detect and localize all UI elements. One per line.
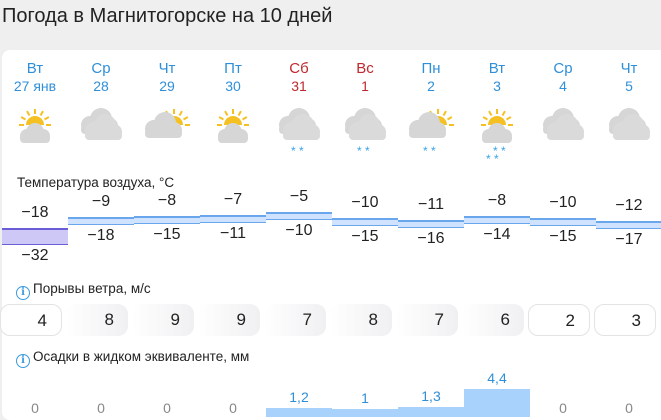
temperature-label: Температура воздуха, °C [17,175,175,190]
wind-gust: 4 [0,304,62,336]
temperature-band [2,228,68,245]
temp-max: −10 [549,194,577,212]
precip-bar [332,409,398,417]
precip-label-text: Осадки в жидком эквиваленте, мм [33,349,250,364]
precip-label: i Осадки в жидком эквиваленте, мм [16,349,249,368]
day-date[interactable]: 29 [159,78,175,94]
precip-value: 0 [163,400,171,416]
precip-value: 1 [361,390,369,406]
temperature-band [332,218,398,227]
svg-text:* *: * * [486,152,499,165]
temp-min: −15 [351,228,379,246]
day-date[interactable]: 4 [559,78,567,94]
wind-gust: 8 [66,304,128,336]
cloud-sun-icon [145,109,190,138]
temp-min: −15 [153,226,181,243]
forecast-card [2,50,661,420]
svg-text:* *: * * [493,144,506,158]
day-of-week[interactable]: Ср [91,60,111,77]
wind-gust: 7 [264,304,326,336]
day-date[interactable]: 5 [625,78,633,94]
wind-gust: 9 [132,304,194,336]
temperature-band [200,214,266,223]
precip-value: 1,3 [421,388,441,405]
precip-value: 0 [229,400,237,416]
temperature-band [596,220,661,229]
day-of-week[interactable]: Пн [421,60,441,77]
temperature-band [464,216,530,224]
temp-max: −18 [21,204,49,221]
temperature-band [530,218,596,227]
wind-gust: 3 [594,304,656,336]
temp-min: −11 [220,224,246,242]
temperature-band [266,212,332,221]
day-of-week[interactable]: Пт [224,60,242,77]
temp-min: −16 [417,229,445,247]
precip-bar [464,388,530,417]
sun-cloud-icon [19,109,51,143]
svg-text:* *: * * [423,144,436,158]
day-of-week[interactable]: Чт [620,60,638,77]
temperature-band [134,216,200,224]
cloud-sun-snow-icon: * * [409,109,454,158]
day-of-week[interactable]: Сб [289,60,309,77]
precip-bar [398,407,464,417]
precip-value: 0 [31,400,39,416]
temp-max: −11 [418,195,444,213]
day-date[interactable]: 1 [361,78,369,94]
wind-gust: 2 [528,304,590,336]
cloudy-snow-icon: * * [279,108,320,158]
precip-value: 1,2 [289,388,309,405]
day-date[interactable]: 30 [225,78,241,94]
temp-min: −18 [87,227,115,245]
wind-gust: 6 [462,304,524,336]
temp-min: −15 [549,228,577,246]
info-icon[interactable]: i [16,286,30,300]
day-date[interactable]: 3 [493,78,501,94]
sun-cloud-snow-icon: * ** * [481,109,513,165]
wind-gust: 9 [198,304,260,336]
precip-bar [266,407,332,417]
temperature-band [398,219,464,228]
precip-value: 4,4 [487,369,507,386]
temp-max: −7 [223,190,243,208]
wind-gust: 7 [396,304,458,336]
temp-max: −9 [91,193,111,211]
day-date[interactable]: 27 янв [13,78,57,94]
wind-label-text: Порывы ветра, м/с [33,281,151,296]
info-icon[interactable]: i [16,354,30,368]
temp-max: −12 [615,196,643,214]
temp-max: −8 [487,192,507,209]
precip-value: 0 [97,400,105,416]
svg-text:* *: * * [357,144,370,158]
temp-max: −5 [289,188,309,206]
svg-text:* *: * * [291,144,304,158]
temp-min: −17 [615,230,643,248]
temperature-band [68,217,134,226]
precip-value: 0 [559,400,567,416]
day-of-week[interactable]: Вт [488,60,506,77]
day-of-week[interactable]: Вс [356,60,374,77]
precip-value: 0 [625,400,633,416]
day-of-week[interactable]: Ср [553,60,573,77]
day-of-week[interactable]: Вт [26,60,44,77]
cloudy-icon [81,108,122,140]
temp-min: −10 [285,222,313,240]
wind-label: i Порывы ветра, м/с [16,281,151,300]
temp-min: −14 [483,226,511,243]
page-title: Погода в Магнитогорске на 10 дней [2,5,333,27]
day-of-week[interactable]: Чт [158,60,176,77]
cloudy-icon [543,108,584,140]
day-date[interactable]: 2 [427,78,435,94]
day-date[interactable]: 31 [291,78,307,94]
temp-min: −32 [21,246,49,264]
cloudy-snow-icon: * * [345,108,386,158]
day-date[interactable]: 28 [93,78,109,94]
temp-max: −10 [351,194,379,212]
sun-cloud-icon [217,109,249,143]
temp-max: −8 [157,192,177,209]
cloudy-icon [609,108,650,140]
wind-gust: 8 [330,304,392,336]
